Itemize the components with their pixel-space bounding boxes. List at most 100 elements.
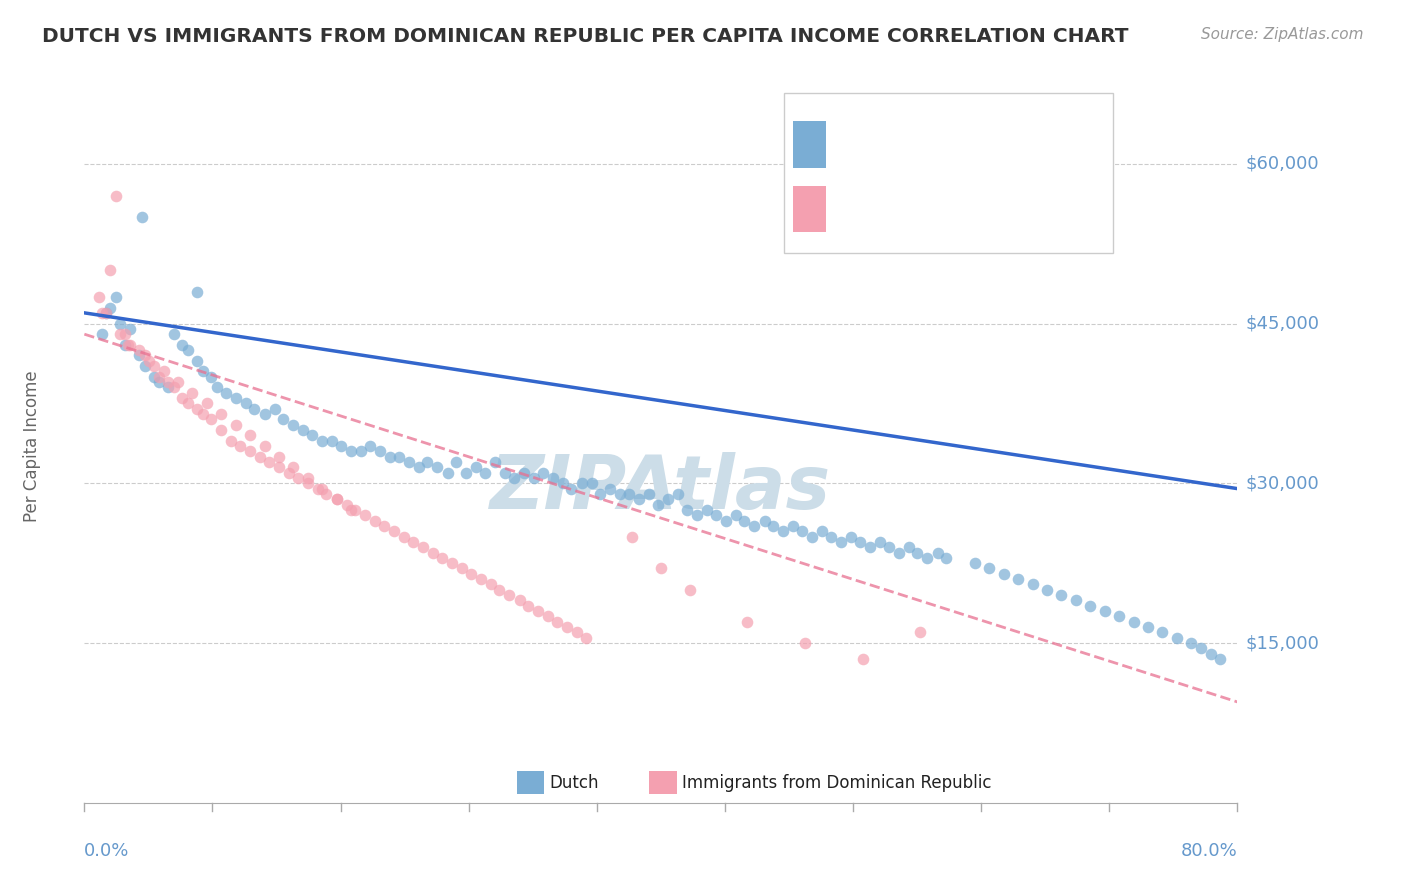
Point bbox=[321, 434, 343, 448]
Point bbox=[163, 380, 186, 394]
Point bbox=[560, 482, 582, 496]
Point bbox=[156, 380, 179, 394]
Point bbox=[628, 492, 651, 507]
Point bbox=[621, 529, 644, 543]
Point bbox=[172, 391, 194, 405]
Point bbox=[993, 566, 1015, 581]
Point bbox=[839, 529, 862, 543]
Point bbox=[531, 466, 554, 480]
Point bbox=[859, 540, 882, 554]
Point bbox=[350, 444, 373, 458]
Point bbox=[422, 545, 444, 559]
Point bbox=[253, 407, 276, 421]
Point bbox=[229, 439, 252, 453]
Point bbox=[546, 615, 568, 629]
Point bbox=[848, 534, 870, 549]
Point bbox=[325, 492, 347, 507]
Point bbox=[110, 327, 132, 342]
Point bbox=[172, 338, 194, 352]
Point bbox=[666, 487, 689, 501]
Point bbox=[283, 460, 305, 475]
Point bbox=[657, 492, 679, 507]
Point bbox=[513, 466, 536, 480]
FancyBboxPatch shape bbox=[793, 186, 825, 232]
Point bbox=[368, 444, 391, 458]
Point bbox=[927, 545, 949, 559]
Point bbox=[917, 550, 939, 565]
Point bbox=[186, 353, 208, 368]
Text: DUTCH VS IMMIGRANTS FROM DOMINICAN REPUBLIC PER CAPITA INCOME CORRELATION CHART: DUTCH VS IMMIGRANTS FROM DOMINICAN REPUB… bbox=[42, 27, 1129, 45]
Point bbox=[117, 338, 139, 352]
Point bbox=[214, 385, 236, 400]
Point bbox=[444, 455, 467, 469]
Point bbox=[412, 540, 434, 554]
Point bbox=[1180, 636, 1202, 650]
Point bbox=[436, 466, 458, 480]
Point bbox=[782, 519, 804, 533]
Text: ZIPAtlas: ZIPAtlas bbox=[491, 452, 831, 525]
Point bbox=[195, 396, 218, 410]
Point bbox=[408, 460, 430, 475]
Point bbox=[460, 566, 482, 581]
Point bbox=[811, 524, 834, 539]
Point bbox=[679, 582, 702, 597]
Text: $60,000: $60,000 bbox=[1246, 154, 1320, 173]
Point bbox=[686, 508, 709, 523]
Point bbox=[609, 487, 631, 501]
Text: R = -0.420: R = -0.420 bbox=[837, 136, 943, 153]
Point bbox=[181, 385, 204, 400]
Point bbox=[1021, 577, 1043, 591]
Point bbox=[209, 407, 232, 421]
Point bbox=[869, 534, 891, 549]
Point bbox=[1050, 588, 1073, 602]
Text: Source: ZipAtlas.com: Source: ZipAtlas.com bbox=[1201, 27, 1364, 42]
Point bbox=[456, 466, 478, 480]
Point bbox=[98, 263, 121, 277]
Text: 0.0%: 0.0% bbox=[84, 842, 129, 860]
Point bbox=[243, 401, 266, 416]
Text: $30,000: $30,000 bbox=[1246, 475, 1320, 492]
Point bbox=[599, 482, 621, 496]
Point bbox=[465, 460, 488, 475]
Point bbox=[148, 375, 170, 389]
Point bbox=[142, 369, 165, 384]
Point bbox=[474, 466, 496, 480]
Point bbox=[186, 401, 208, 416]
Point bbox=[1136, 620, 1159, 634]
Point bbox=[555, 620, 578, 634]
Point bbox=[744, 519, 766, 533]
Point bbox=[200, 412, 222, 426]
Point bbox=[762, 519, 785, 533]
Point bbox=[772, 524, 794, 539]
Point bbox=[567, 625, 589, 640]
Text: Dutch: Dutch bbox=[548, 774, 599, 792]
Point bbox=[551, 476, 574, 491]
Point bbox=[910, 625, 932, 640]
Point bbox=[737, 615, 759, 629]
Point bbox=[905, 545, 928, 559]
Point bbox=[523, 471, 546, 485]
Point bbox=[502, 471, 524, 485]
Point bbox=[1209, 652, 1232, 666]
Point bbox=[617, 487, 640, 501]
Text: N = 115: N = 115 bbox=[980, 136, 1060, 153]
Point bbox=[114, 338, 136, 352]
Point bbox=[167, 375, 190, 389]
Point bbox=[494, 466, 516, 480]
Point bbox=[156, 375, 179, 389]
FancyBboxPatch shape bbox=[517, 772, 544, 794]
Point bbox=[1064, 593, 1087, 607]
Point bbox=[253, 439, 276, 453]
Point bbox=[307, 482, 329, 496]
Point bbox=[517, 599, 540, 613]
Point bbox=[575, 631, 598, 645]
Point bbox=[387, 450, 409, 464]
Point bbox=[394, 529, 416, 543]
FancyBboxPatch shape bbox=[793, 121, 825, 168]
Point bbox=[650, 561, 672, 575]
Point bbox=[120, 322, 142, 336]
Point bbox=[344, 503, 367, 517]
Point bbox=[200, 369, 222, 384]
Point bbox=[292, 423, 315, 437]
Point bbox=[128, 349, 150, 363]
